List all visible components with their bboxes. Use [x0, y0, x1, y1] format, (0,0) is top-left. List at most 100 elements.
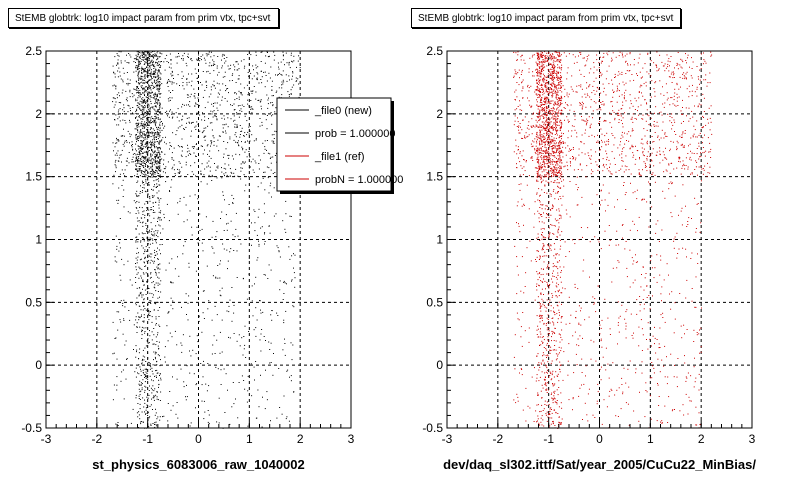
- right-scatter-point: [682, 73, 684, 75]
- right-scatter-point: [611, 101, 613, 102]
- right-scatter-point: [611, 79, 613, 81]
- left-scatter-point: [148, 182, 150, 183]
- left-scatter-point: [154, 147, 156, 149]
- right-scatter-point: [525, 160, 527, 161]
- left-scatter-point: [190, 165, 192, 167]
- left-scatter-point: [141, 207, 143, 209]
- left-scatter-point: [149, 300, 151, 302]
- left-scatter-point: [118, 157, 120, 159]
- left-scatter-point: [207, 70, 209, 72]
- right-scatter-point: [542, 57, 544, 58]
- left-scatter-point: [142, 56, 144, 58]
- right-scatter-point: [549, 74, 551, 76]
- left-scatter-point: [153, 74, 155, 76]
- left-scatter-point: [141, 268, 143, 270]
- right-scatter-point: [592, 85, 594, 87]
- right-scatter-point: [551, 146, 553, 147]
- right-scatter-point: [545, 126, 547, 128]
- left-scatter-point: [135, 100, 137, 102]
- left-scatter-point: [271, 319, 273, 321]
- right-scatter-point: [703, 79, 705, 81]
- left-scatter-point: [179, 146, 181, 148]
- right-scatter-point: [640, 142, 642, 144]
- left-scatter-point: [272, 104, 274, 106]
- left-scatter-point: [244, 132, 246, 134]
- right-scatter-point: [618, 55, 620, 57]
- right-scatter-point: [590, 99, 592, 101]
- right-scatter-point: [560, 141, 562, 143]
- left-scatter-point: [147, 54, 149, 56]
- left-scatter-point: [140, 423, 142, 425]
- right-scatter-point: [664, 132, 666, 134]
- left-scatter-point: [121, 185, 123, 186]
- left-scatter-point: [137, 129, 139, 131]
- left-scatter-point: [137, 210, 139, 212]
- right-scatter-point: [688, 120, 690, 122]
- left-scatter-point: [123, 299, 125, 301]
- left-scatter-point: [208, 118, 209, 120]
- left-scatter-point: [141, 384, 142, 386]
- right-scatter-point: [699, 156, 701, 158]
- left-scatter-point: [192, 121, 194, 123]
- right-scatter-point: [550, 55, 552, 57]
- left-scatter-point: [161, 219, 162, 221]
- left-scatter-point: [212, 220, 214, 222]
- left-scatter-point: [140, 158, 142, 160]
- left-scatter-point: [267, 107, 269, 109]
- right-scatter-point: [536, 94, 538, 96]
- left-scatter-point: [177, 168, 178, 170]
- left-scatter-point: [192, 349, 194, 351]
- left-scatter-point: [183, 104, 185, 106]
- left-scatter-point: [132, 161, 134, 163]
- left-scatter-point: [272, 142, 274, 144]
- left-scatter-point: [146, 59, 148, 61]
- left-scatter-point: [240, 243, 242, 245]
- left-scatter-point: [144, 54, 146, 56]
- left-scatter-point: [231, 172, 233, 174]
- left-scatter-point: [173, 147, 175, 149]
- right-scatter-point: [620, 113, 622, 115]
- right-scatter-point: [517, 146, 519, 148]
- left-scatter-point: [138, 388, 140, 390]
- left-scatter-point: [199, 213, 201, 215]
- right-scatter-point: [613, 111, 615, 113]
- right-scatter-point: [665, 67, 667, 69]
- left-scatter-point: [143, 321, 145, 323]
- left-scatter-point: [148, 121, 150, 123]
- left-scatter-point: [188, 262, 190, 264]
- right-scatter-point: [544, 79, 546, 81]
- right-scatter-point: [643, 148, 645, 150]
- left-scatter-point: [232, 202, 234, 204]
- left-scatter-point: [139, 147, 141, 149]
- left-scatter-point: [232, 203, 234, 204]
- right-scatter-point: [561, 142, 563, 144]
- right-scatter-point: [539, 143, 541, 145]
- left-scatter-point: [143, 109, 145, 111]
- right-scatter-point: [686, 62, 687, 64]
- left-scatter-point: [149, 243, 151, 245]
- right-scatter-point: [645, 164, 646, 166]
- left-scatter-point: [200, 170, 202, 172]
- left-scatter-point: [145, 71, 147, 73]
- left-scatter-point: [154, 269, 156, 270]
- left-scatter-point: [266, 94, 268, 96]
- left-scatter-point: [146, 110, 147, 112]
- right-scatter-point: [568, 121, 569, 123]
- left-scatter-point: [146, 207, 148, 209]
- left-scatter-point: [158, 316, 160, 317]
- left-scatter-point: [156, 94, 158, 96]
- left-scatter-point: [183, 128, 184, 130]
- left-scatter-point: [169, 190, 170, 192]
- left-scatter-point: [153, 79, 155, 81]
- left-scatter-point: [143, 162, 145, 164]
- right-scatter-point: [697, 105, 699, 107]
- right-scatter-point: [537, 85, 538, 87]
- left-scatter-point: [113, 174, 115, 176]
- left-scatter-point: [216, 116, 217, 118]
- left-scatter-point: [149, 315, 151, 317]
- left-scatter-point: [125, 122, 127, 124]
- right-scatter-point: [513, 76, 515, 78]
- left-scatter-point: [136, 110, 138, 111]
- left-scatter-point: [149, 215, 151, 217]
- left-scatter-point: [144, 115, 146, 117]
